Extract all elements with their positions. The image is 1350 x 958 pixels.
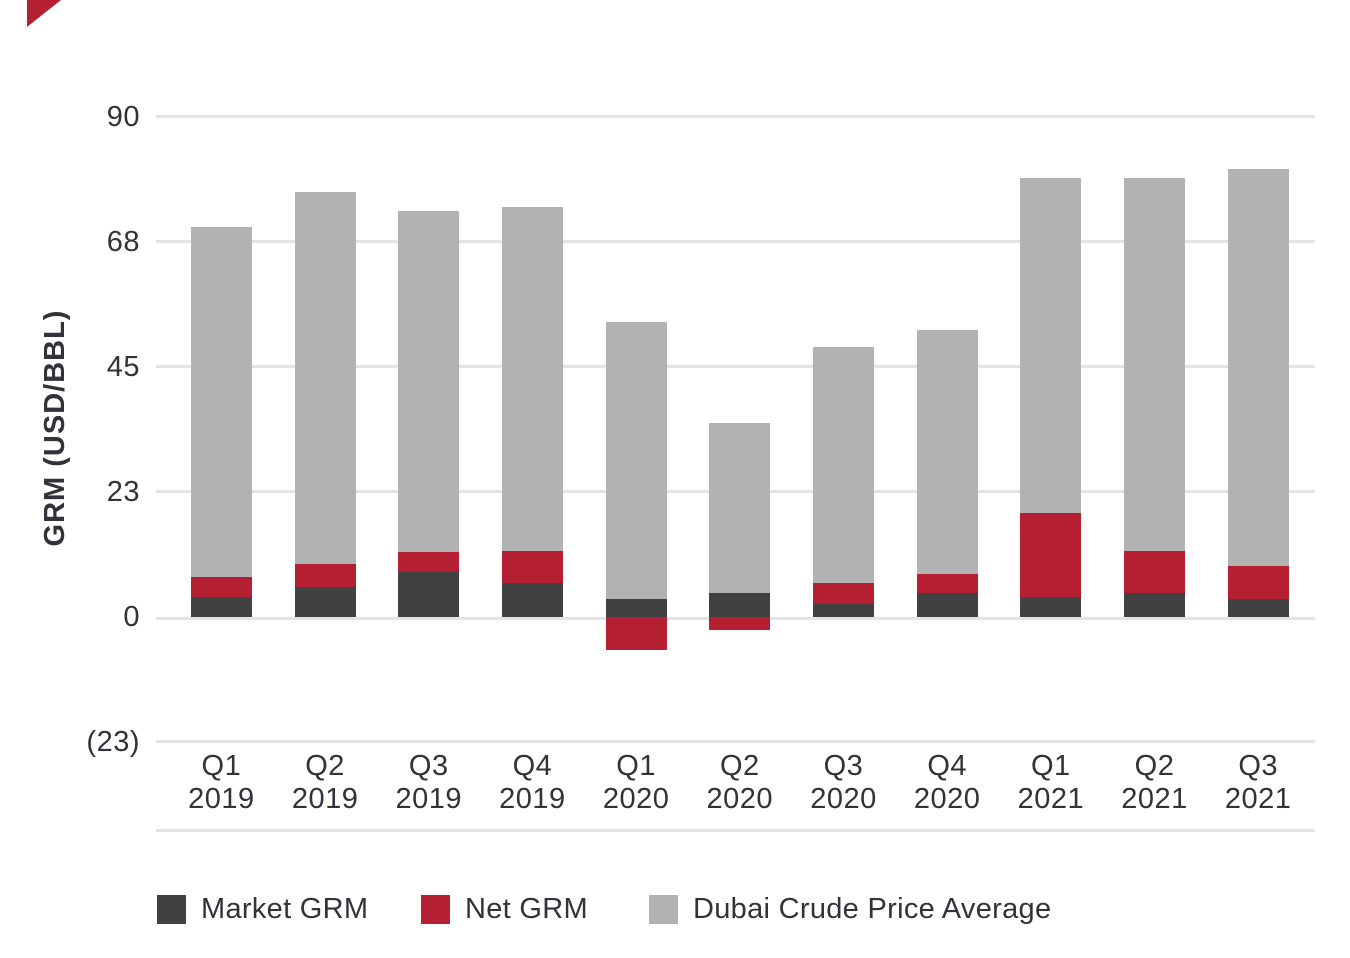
bar-segment-net-grm xyxy=(1020,512,1082,597)
legend-item: Market GRM xyxy=(157,891,368,927)
bar-segment-dubai-crude xyxy=(812,346,874,584)
x-tick-year: 2021 xyxy=(1121,783,1188,815)
bar-segment-net-grm xyxy=(1124,550,1186,594)
bar-segment-dubai-crude xyxy=(501,206,563,552)
x-tick-year: 2021 xyxy=(1224,783,1292,815)
x-tick-quarter: Q2 xyxy=(719,750,760,782)
legend-label: Net GRM xyxy=(465,892,588,925)
x-tick-year: 2021 xyxy=(1017,783,1085,815)
bar-segment-dubai-crude xyxy=(709,423,771,594)
x-tick-year: 2020 xyxy=(810,783,877,815)
x-tick-quarter: Q2 xyxy=(305,750,345,782)
bar-segment-dubai-crude xyxy=(1020,177,1082,513)
bar-segment-dubai-crude xyxy=(398,210,460,552)
x-tick-year: 2019 xyxy=(395,783,462,815)
bar-segment-market-grm xyxy=(1124,593,1186,617)
y-tick-label: (23) xyxy=(86,725,140,758)
legend-item: Dubai Crude Price Average xyxy=(649,891,1051,927)
x-tick-year: 2019 xyxy=(188,783,255,815)
x-tick-label: Q4 2019 xyxy=(477,750,587,816)
x-tick-year: 2019 xyxy=(499,783,566,815)
bar-segment-net-grm xyxy=(709,616,771,631)
logo-corner-mark xyxy=(27,0,61,27)
bar-segment-net-grm xyxy=(190,576,252,597)
x-tick-year: 2020 xyxy=(706,783,774,815)
gridline-45 xyxy=(156,365,1315,369)
y-axis-title: GRM (USD/BBL) xyxy=(39,309,71,547)
bar-segment-dubai-crude xyxy=(916,330,978,575)
y-tick-label: 68 xyxy=(106,225,140,258)
y-tick-label: 90 xyxy=(106,100,140,133)
legend-swatch-icon xyxy=(421,894,450,924)
gridline-68 xyxy=(156,240,1315,244)
x-tick-year: 2020 xyxy=(602,783,670,815)
x-tick-label: Q3 2019 xyxy=(374,750,484,816)
bar-segment-market-grm xyxy=(294,586,356,617)
gridline-90 xyxy=(156,115,1315,119)
x-tick-quarter: Q1 xyxy=(1030,750,1071,782)
x-axis-line xyxy=(156,829,1315,832)
bar-segment-dubai-crude xyxy=(1124,178,1186,551)
x-tick-year: 2020 xyxy=(913,783,981,815)
bar-segment-market-grm xyxy=(1227,599,1289,617)
bar-segment-net-grm xyxy=(812,583,874,605)
x-tick-quarter: Q3 xyxy=(823,750,864,782)
x-tick-label: Q4 2020 xyxy=(892,750,1002,816)
bar-segment-dubai-crude xyxy=(190,226,252,577)
x-tick-quarter: Q3 xyxy=(408,750,449,782)
bar-segment-net-grm xyxy=(294,563,356,587)
x-tick-label: Q2 2021 xyxy=(1100,750,1210,816)
x-tick-quarter: Q3 xyxy=(1238,750,1279,782)
legend-item: Net GRM xyxy=(421,891,588,927)
legend-label: Dubai Crude Price Average xyxy=(693,892,1052,925)
y-tick-label: 0 xyxy=(123,600,140,633)
x-tick-quarter: Q1 xyxy=(616,750,656,782)
legend-swatch-icon xyxy=(649,894,678,924)
bar-segment-market-grm xyxy=(1020,596,1082,617)
x-tick-year: 2019 xyxy=(291,783,359,815)
gridline-(23) xyxy=(156,740,1315,744)
x-tick-label: Q1 2021 xyxy=(996,750,1106,816)
x-tick-label: Q1 2020 xyxy=(581,750,691,816)
bar-segment-dubai-crude xyxy=(605,322,667,600)
bar-segment-market-grm xyxy=(398,572,460,617)
x-tick-quarter: Q2 xyxy=(1134,750,1175,782)
bar-segment-net-grm xyxy=(398,551,460,573)
bar-segment-market-grm xyxy=(916,592,978,617)
bar-segment-net-grm xyxy=(916,574,978,593)
x-tick-quarter: Q4 xyxy=(512,750,553,782)
x-tick-label: Q2 2019 xyxy=(270,750,380,816)
y-tick-label: 45 xyxy=(106,350,140,383)
legend-label: Market GRM xyxy=(201,892,369,925)
x-tick-label: Q2 2020 xyxy=(685,750,795,816)
bar-segment-market-grm xyxy=(605,599,667,617)
bar-segment-dubai-crude xyxy=(1227,168,1289,567)
bar-segment-net-grm xyxy=(605,616,667,651)
bar-segment-dubai-crude xyxy=(294,191,356,564)
x-tick-quarter: Q1 xyxy=(201,750,242,782)
bar-segment-market-grm xyxy=(501,583,563,617)
legend-swatch-icon xyxy=(157,894,186,924)
x-tick-label: Q3 2021 xyxy=(1203,750,1313,816)
bar-segment-market-grm xyxy=(190,596,252,617)
bar-segment-market-grm xyxy=(812,604,874,617)
x-tick-label: Q1 2019 xyxy=(166,750,276,816)
x-tick-quarter: Q4 xyxy=(927,750,967,782)
bar-segment-net-grm xyxy=(501,551,563,584)
bar-segment-net-grm xyxy=(1227,566,1289,600)
y-tick-label: 23 xyxy=(106,475,140,508)
x-tick-label: Q3 2020 xyxy=(788,750,898,816)
bar-segment-market-grm xyxy=(709,593,771,617)
